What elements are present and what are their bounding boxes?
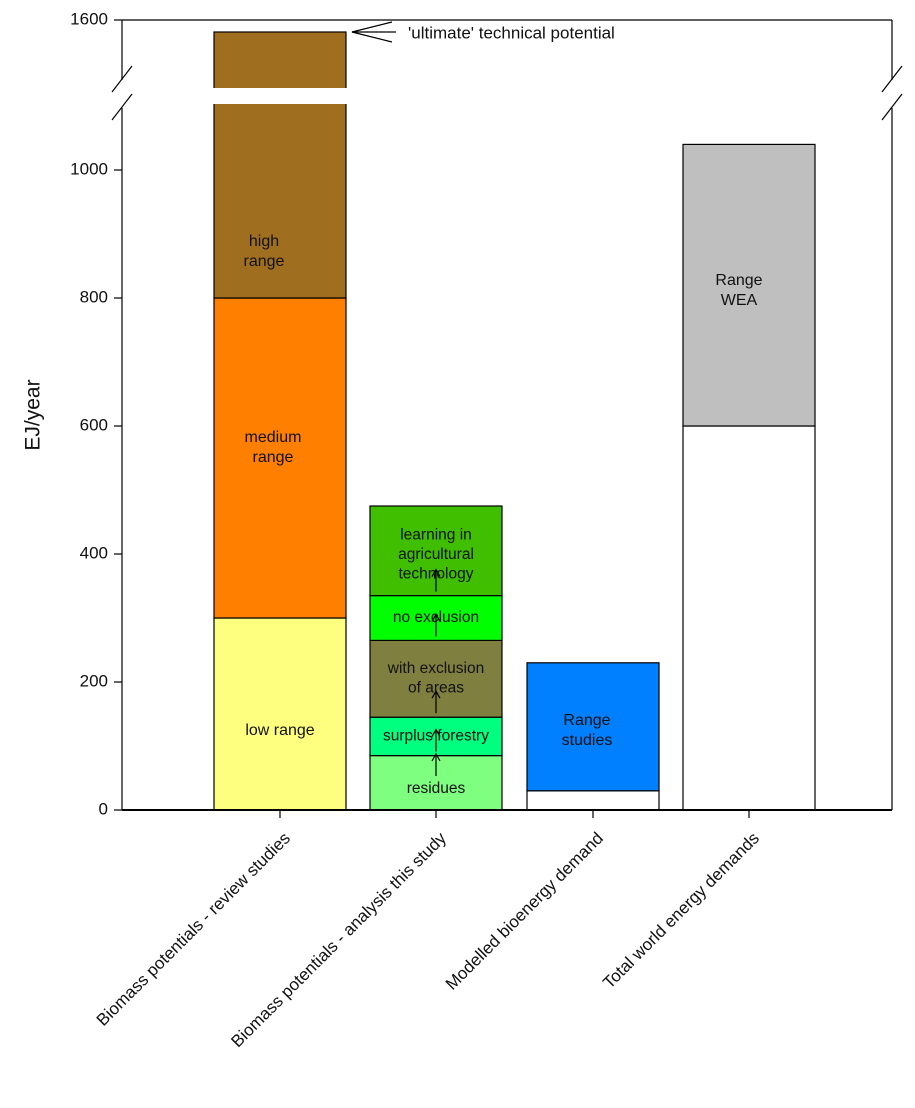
y-tick-label-0: 0 xyxy=(99,799,108,818)
segment-label-medium-range-0: medium xyxy=(245,429,302,446)
segment-label-range-wea-0: Range xyxy=(715,272,762,289)
segment-label-learning-in-agricultural-technology-0: learning in xyxy=(400,527,472,544)
bars-layer xyxy=(213,31,816,811)
annotation-arrow-head xyxy=(351,21,393,43)
bar-segment-biomass-potentials-review-studies-1 xyxy=(213,297,347,619)
arrow-head-0 xyxy=(431,752,441,762)
bar-segment-total-world-energy-demands-0 xyxy=(682,425,816,811)
y-tick-label-200: 200 xyxy=(80,671,108,690)
axis-break-mark-right-1 xyxy=(881,65,903,93)
annotation-text: 'ultimate' technical potential xyxy=(408,23,615,42)
arrow-head-1 xyxy=(431,728,441,737)
bar-segment-total-world-energy-demands-1 xyxy=(682,143,816,427)
y-tick-label-800: 800 xyxy=(80,287,108,306)
segment-label-surplus-forestry-0: surplus forestry xyxy=(383,727,489,744)
segment-label-medium-range-1: range xyxy=(253,449,294,466)
segment-label-high-range-0: high xyxy=(249,233,279,250)
y-axis-label: EJ/year xyxy=(22,379,45,450)
x-tick-label-biomass-potentials-review-studies: Biomass potentials - review studies xyxy=(93,829,294,1030)
x-tick-label-modelled-bioenergy-demand: Modelled bioenergy demand xyxy=(442,829,607,994)
arrow-head-3 xyxy=(431,613,441,622)
y-tick-label-1600: 1600 xyxy=(70,9,108,28)
segment-label-range-studies-1: studies xyxy=(562,732,613,749)
y-tick-label-400: 400 xyxy=(80,543,108,562)
arrow-head-4 xyxy=(431,568,441,577)
segment-label-high-range-1: range xyxy=(244,253,285,270)
segment-label-learning-in-agricultural-technology-1: agricultural xyxy=(398,546,474,563)
segment-label-no-exclusion-0: no exclusion xyxy=(393,609,479,626)
segment-label-range-studies-0: Range xyxy=(563,712,610,729)
segment-label-with-exclusion-of-areas-0: with exclusion xyxy=(387,660,485,677)
axis-break-mark-right-2 xyxy=(881,93,903,121)
bar-segment-biomass-potentials-analysis-this-study-4 xyxy=(369,505,503,597)
bar-break-band xyxy=(212,88,348,104)
axis-break-mark-left-1 xyxy=(111,65,133,93)
bar-segment-modelled-bioenergy-demand-1 xyxy=(526,662,660,792)
x-tick-label-total-world-energy-demands: Total world energy demands xyxy=(599,829,763,993)
segment-label-residues-0: residues xyxy=(407,780,466,797)
segment-label-low-range-0: low range xyxy=(245,722,314,739)
segment-label-learning-in-agricultural-technology-2: technology xyxy=(399,565,474,582)
segment-label-with-exclusion-of-areas-1: of areas xyxy=(408,680,464,697)
y-tick-label-1000: 1000 xyxy=(70,159,108,178)
arrow-head-2 xyxy=(431,689,441,699)
bar-segment-modelled-bioenergy-demand-0 xyxy=(526,790,660,811)
axis-break-mark-left-2 xyxy=(111,93,133,121)
y-tick-label-600: 600 xyxy=(80,415,108,434)
labels-layer: low range medium range high range residues sur… xyxy=(244,23,763,797)
segment-label-range-wea-1: WEA xyxy=(721,292,758,309)
bar-segment-biomass-potentials-review-studies-2 xyxy=(213,31,347,299)
overlay-layer xyxy=(212,21,441,776)
bar-segment-biomass-potentials-review-studies-0 xyxy=(213,617,347,811)
